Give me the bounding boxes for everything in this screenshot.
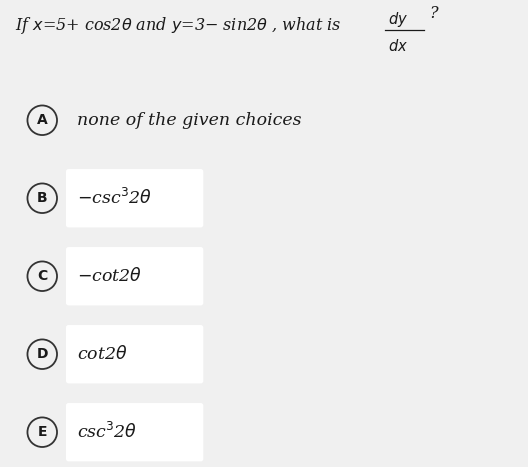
FancyBboxPatch shape <box>8 240 520 312</box>
FancyBboxPatch shape <box>66 169 203 227</box>
Ellipse shape <box>27 340 57 369</box>
Text: A: A <box>37 113 48 127</box>
Text: D: D <box>36 347 48 361</box>
Ellipse shape <box>27 106 57 135</box>
Ellipse shape <box>27 417 57 447</box>
Text: $-$csc$^3$2$\theta$: $-$csc$^3$2$\theta$ <box>77 188 151 208</box>
FancyBboxPatch shape <box>8 162 520 234</box>
Text: csc$^3$2$\theta$: csc$^3$2$\theta$ <box>77 422 137 442</box>
Ellipse shape <box>27 262 57 291</box>
Text: ?: ? <box>429 5 438 22</box>
FancyBboxPatch shape <box>8 318 520 390</box>
FancyBboxPatch shape <box>8 396 520 467</box>
Text: none of the given choices: none of the given choices <box>77 112 301 129</box>
Ellipse shape <box>27 184 57 213</box>
FancyBboxPatch shape <box>66 403 203 461</box>
Text: E: E <box>37 425 47 439</box>
FancyBboxPatch shape <box>66 247 203 305</box>
FancyBboxPatch shape <box>8 84 520 156</box>
Text: $dy$: $dy$ <box>388 10 408 29</box>
Text: C: C <box>37 269 48 283</box>
FancyBboxPatch shape <box>66 325 203 383</box>
Text: B: B <box>37 191 48 205</box>
Text: $dx$: $dx$ <box>388 38 408 54</box>
Text: $-$cot2$\theta$: $-$cot2$\theta$ <box>77 267 142 285</box>
Text: cot2$\theta$: cot2$\theta$ <box>77 345 127 363</box>
Text: If $x$=5+ cos2$\theta$ and $y$=3$-$ sin2$\theta$ , what is: If $x$=5+ cos2$\theta$ and $y$=3$-$ sin2… <box>15 15 342 36</box>
